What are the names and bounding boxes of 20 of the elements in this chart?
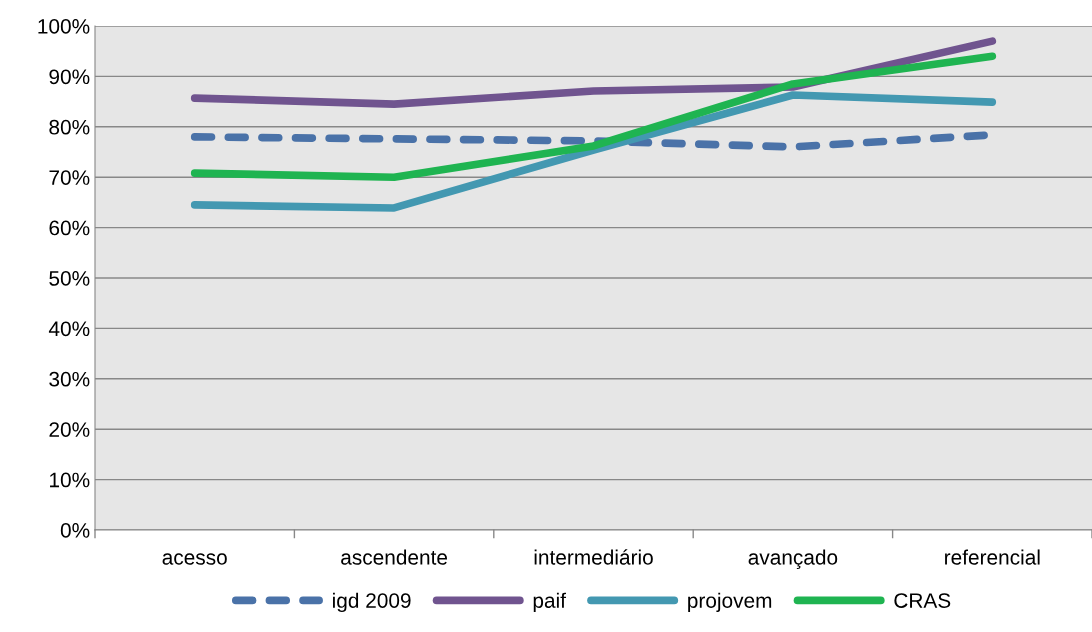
y-tick-label: 70%: [49, 170, 90, 185]
y-tick-label: 40%: [48, 321, 90, 337]
legend-label: projovem: [688, 592, 772, 613]
x-tick-label: acesso: [162, 553, 227, 565]
y-tick-label: 90%: [49, 69, 90, 85]
y-tick-label: 10%: [50, 472, 90, 488]
legend-label: igd 2009: [333, 592, 411, 613]
x-tick-label: intermediário: [534, 549, 653, 565]
y-tick-label: 50%: [49, 271, 90, 286]
y-tick-label: 60%: [49, 220, 90, 236]
x-tick-label: ascendente: [341, 549, 448, 565]
x-tick-label: avançado: [748, 549, 838, 569]
y-tick-label: 100%: [38, 19, 90, 34]
y-tick-label: 0%: [60, 523, 90, 538]
legend-label: CRAS: [894, 593, 951, 608]
legend-label: paif: [533, 592, 567, 613]
y-tick-label: 30%: [49, 371, 90, 387]
y-tick-label: 80%: [49, 119, 90, 135]
y-tick-label: 20%: [49, 422, 90, 437]
x-tick-label: referencial: [945, 549, 1040, 565]
